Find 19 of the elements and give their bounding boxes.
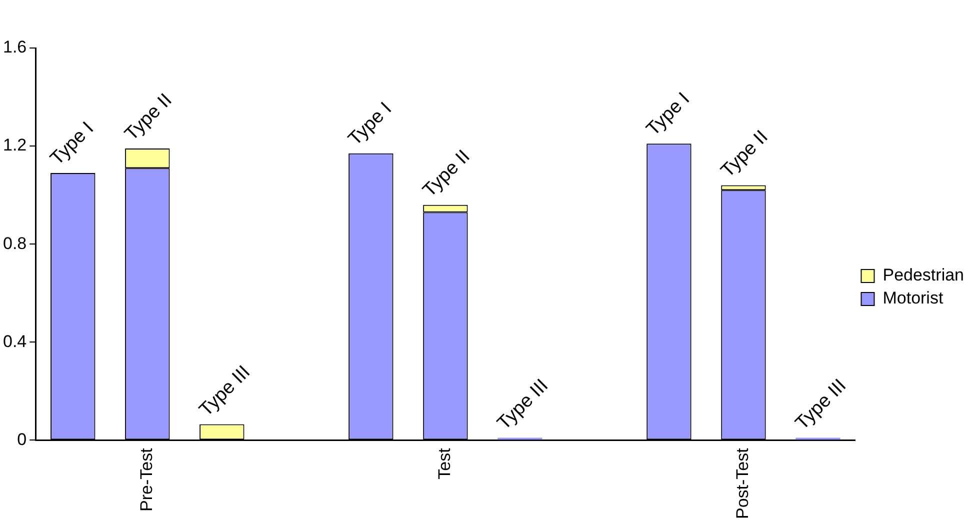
x-tick-label: Test xyxy=(435,448,454,480)
text: Type I xyxy=(46,118,98,170)
x-tick-label: Pre-Test xyxy=(137,448,156,512)
text: Type III xyxy=(792,375,851,434)
y-tick-label: 1.2 xyxy=(2,136,27,155)
data-label: Type II xyxy=(717,126,772,182)
legend-label: Motorist xyxy=(882,288,944,308)
text: Type I xyxy=(344,98,396,150)
y-tick-label: 1.6 xyxy=(2,38,27,57)
data-label: Type II xyxy=(419,146,474,202)
text: Type I xyxy=(642,88,694,140)
text: Type III xyxy=(494,375,553,434)
x-tick-label: Post-Test xyxy=(733,448,752,520)
data-label: Type II xyxy=(121,90,176,146)
data-label: Type III xyxy=(196,362,254,421)
y-tick-label: 0.4 xyxy=(2,332,27,351)
y-tick-label: 0 xyxy=(17,430,27,449)
legend-label: Pedestrian xyxy=(882,266,964,285)
y-tick-label: 0.8 xyxy=(2,234,27,253)
